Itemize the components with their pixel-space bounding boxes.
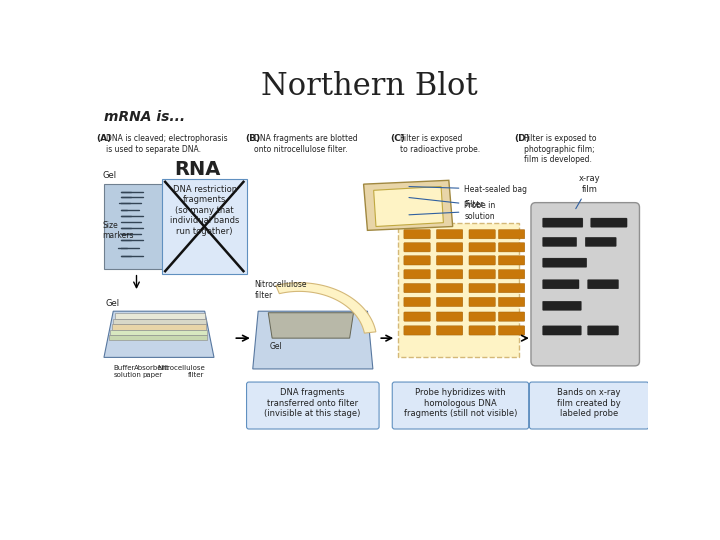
Text: Nitrocellulose
filter: Nitrocellulose filter	[254, 280, 307, 300]
FancyBboxPatch shape	[436, 256, 463, 265]
Polygon shape	[253, 311, 373, 369]
Text: (B): (B)	[245, 134, 260, 143]
FancyBboxPatch shape	[543, 237, 577, 247]
Text: Probe hybridizes with
homologous DNA
fragments (still not visible): Probe hybridizes with homologous DNA fra…	[404, 388, 517, 418]
FancyBboxPatch shape	[469, 326, 495, 335]
FancyBboxPatch shape	[498, 312, 525, 321]
FancyBboxPatch shape	[104, 184, 174, 269]
FancyBboxPatch shape	[392, 382, 528, 429]
FancyBboxPatch shape	[585, 237, 616, 247]
FancyBboxPatch shape	[404, 269, 431, 279]
FancyBboxPatch shape	[531, 202, 639, 366]
FancyBboxPatch shape	[543, 301, 581, 310]
Text: Probe in
solution: Probe in solution	[409, 201, 495, 221]
FancyBboxPatch shape	[590, 218, 627, 227]
FancyBboxPatch shape	[404, 284, 431, 293]
FancyBboxPatch shape	[529, 382, 649, 429]
FancyBboxPatch shape	[404, 242, 431, 252]
FancyBboxPatch shape	[588, 280, 618, 289]
FancyBboxPatch shape	[469, 242, 495, 252]
Bar	[110, 330, 207, 335]
FancyBboxPatch shape	[404, 230, 431, 239]
FancyBboxPatch shape	[469, 230, 495, 239]
Text: Northern Blot: Northern Blot	[261, 71, 477, 102]
Text: DNA fragments are blotted
onto nitrocellulose filter.: DNA fragments are blotted onto nitrocell…	[254, 134, 358, 153]
Text: Nitrocellulose
filter: Nitrocellulose filter	[157, 365, 204, 378]
Text: Gel: Gel	[270, 342, 282, 351]
FancyBboxPatch shape	[436, 242, 463, 252]
FancyBboxPatch shape	[498, 242, 525, 252]
Text: (C): (C)	[391, 134, 405, 143]
FancyBboxPatch shape	[436, 230, 463, 239]
FancyBboxPatch shape	[469, 269, 495, 279]
FancyBboxPatch shape	[436, 326, 463, 335]
FancyBboxPatch shape	[498, 256, 525, 265]
FancyBboxPatch shape	[543, 326, 581, 335]
Text: Buffer
solution: Buffer solution	[113, 365, 141, 378]
Bar	[109, 335, 207, 340]
Text: Bands on x-ray
film created by
labeled probe: Bands on x-ray film created by labeled p…	[557, 388, 621, 418]
FancyBboxPatch shape	[404, 256, 431, 265]
Text: mRNA is...: mRNA is...	[104, 110, 185, 124]
Text: DNA is cleaved; electrophorasis
is used to separate DNA.: DNA is cleaved; electrophorasis is used …	[106, 134, 227, 153]
FancyBboxPatch shape	[498, 284, 525, 293]
FancyBboxPatch shape	[498, 269, 525, 279]
Text: Absorbent
paper: Absorbent paper	[134, 365, 170, 378]
FancyBboxPatch shape	[469, 284, 495, 293]
FancyBboxPatch shape	[469, 312, 495, 321]
FancyBboxPatch shape	[543, 280, 579, 289]
Text: Gel: Gel	[102, 171, 117, 180]
FancyBboxPatch shape	[469, 298, 495, 307]
FancyBboxPatch shape	[498, 326, 525, 335]
Polygon shape	[374, 186, 444, 226]
FancyBboxPatch shape	[588, 326, 618, 335]
Text: Filter: Filter	[409, 198, 484, 209]
Text: Gel: Gel	[106, 299, 120, 308]
FancyBboxPatch shape	[436, 298, 463, 307]
Polygon shape	[104, 311, 214, 357]
Text: (A): (A)	[96, 134, 112, 143]
FancyBboxPatch shape	[498, 230, 525, 239]
Text: (D): (D)	[515, 134, 531, 143]
FancyBboxPatch shape	[543, 218, 583, 227]
FancyBboxPatch shape	[498, 298, 525, 307]
Text: Size
markers: Size markers	[102, 221, 134, 240]
FancyBboxPatch shape	[436, 284, 463, 293]
FancyBboxPatch shape	[404, 298, 431, 307]
Text: DNA restriction
fragments
(so many that
individual bands
run together): DNA restriction fragments (so many that …	[170, 185, 239, 235]
Text: DNA fragments
transferred onto filter
(invisible at this stage): DNA fragments transferred onto filter (i…	[264, 388, 361, 418]
FancyBboxPatch shape	[436, 312, 463, 321]
Bar	[113, 319, 206, 325]
Bar	[112, 325, 206, 330]
FancyBboxPatch shape	[404, 312, 431, 321]
Text: x-ray
film: x-ray film	[576, 174, 600, 208]
Text: Filter is exposed
to radioactive probe.: Filter is exposed to radioactive probe.	[400, 134, 480, 153]
FancyBboxPatch shape	[246, 382, 379, 429]
FancyBboxPatch shape	[398, 222, 518, 357]
Polygon shape	[364, 180, 453, 231]
FancyBboxPatch shape	[162, 179, 246, 274]
FancyBboxPatch shape	[469, 256, 495, 265]
Text: Filter is exposed to
photographic film;
film is developed.: Filter is exposed to photographic film; …	[524, 134, 596, 164]
Polygon shape	[276, 283, 376, 333]
FancyBboxPatch shape	[543, 258, 587, 267]
Bar	[114, 313, 204, 319]
Text: RNA: RNA	[174, 160, 220, 179]
Text: Heat-sealed bag: Heat-sealed bag	[409, 185, 527, 194]
FancyBboxPatch shape	[436, 269, 463, 279]
FancyBboxPatch shape	[404, 326, 431, 335]
Polygon shape	[269, 313, 354, 338]
